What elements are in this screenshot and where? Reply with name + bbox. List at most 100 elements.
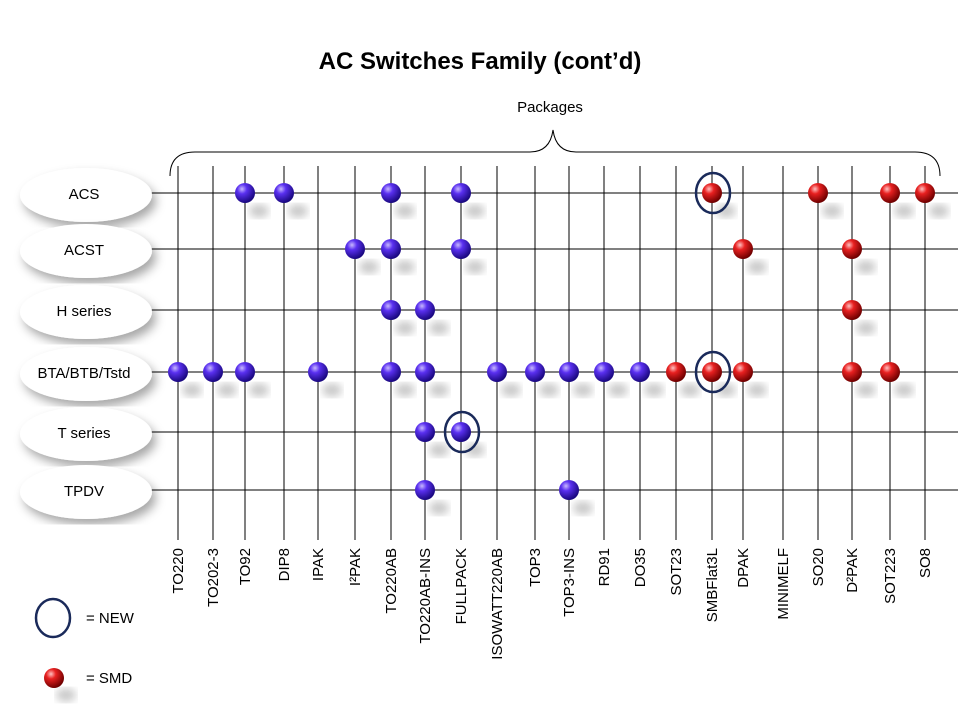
dot-shadow xyxy=(395,204,415,218)
package-label: FULLPACK xyxy=(453,548,470,624)
through-hole-package-dot xyxy=(274,183,294,203)
through-hole-package-dot xyxy=(415,362,435,382)
row-label-text: ACS xyxy=(69,186,100,203)
dot-shadow xyxy=(894,383,914,397)
through-hole-package-dot xyxy=(381,362,401,382)
dot-shadow xyxy=(929,204,949,218)
smd-package-dot xyxy=(842,239,862,259)
through-hole-package-dot xyxy=(630,362,650,382)
package-label: DIP8 xyxy=(276,548,293,581)
dot-shadow xyxy=(359,260,379,274)
row-label-t-series: T series xyxy=(20,407,152,461)
row-label-tpdv: TPDV xyxy=(20,465,152,519)
through-hole-package-dot xyxy=(168,362,188,382)
dot-shadow xyxy=(716,204,736,218)
through-hole-package-dot xyxy=(525,362,545,382)
dot-shadow xyxy=(856,260,876,274)
row-label-h-series: H series xyxy=(20,285,152,339)
dot-shadow xyxy=(249,204,269,218)
dot-shadow xyxy=(747,383,767,397)
slide-title: AC Switches Family (cont’d) xyxy=(318,48,642,75)
new-ring xyxy=(443,410,481,454)
package-label: ISOWATT220AB xyxy=(489,548,506,660)
dot-shadow xyxy=(608,383,628,397)
through-hole-package-dot xyxy=(594,362,614,382)
package-label: SOT23 xyxy=(668,548,685,596)
smd-package-dot xyxy=(733,362,753,382)
through-hole-package-dot xyxy=(415,422,435,442)
package-label: DO35 xyxy=(632,548,649,587)
through-hole-package-dot xyxy=(487,362,507,382)
package-label: SMBFlat3L xyxy=(704,548,721,622)
through-hole-package-dot xyxy=(451,422,471,442)
dot-shadow xyxy=(429,383,449,397)
legend-new-ring-icon xyxy=(34,597,72,639)
smd-package-dot xyxy=(702,183,722,203)
dot-shadow xyxy=(716,383,736,397)
dot-shadow xyxy=(429,501,449,515)
dot-shadow xyxy=(395,383,415,397)
dot-shadow xyxy=(429,443,449,457)
through-hole-package-dot xyxy=(381,239,401,259)
package-label: TO220AB-INS xyxy=(417,548,434,644)
dot-shadow xyxy=(465,443,485,457)
packages-label: Packages xyxy=(517,99,583,116)
dot-shadow xyxy=(395,260,415,274)
row-label-text: BTA/BTB/Tstd xyxy=(37,365,130,382)
package-label: TO220AB xyxy=(383,548,400,614)
package-label: D²PAK xyxy=(844,548,861,593)
row-label-text: TPDV xyxy=(64,483,104,500)
dot-shadow xyxy=(539,383,559,397)
dot-shadow xyxy=(856,321,876,335)
through-hole-package-dot xyxy=(381,300,401,320)
package-label: TOP3 xyxy=(527,548,544,587)
legend-smd-label: = SMD xyxy=(86,670,132,687)
through-hole-package-dot xyxy=(559,480,579,500)
row-label-text: ACST xyxy=(64,242,104,259)
dot-shadow xyxy=(573,501,593,515)
package-label: SO20 xyxy=(810,548,827,586)
smd-package-dot xyxy=(666,362,686,382)
package-label: RD91 xyxy=(596,548,613,586)
through-hole-package-dot xyxy=(235,362,255,382)
packages-brace xyxy=(169,129,941,177)
through-hole-package-dot xyxy=(559,362,579,382)
package-label: TO92 xyxy=(237,548,254,585)
package-label: TO220 xyxy=(170,548,187,594)
dot-shadow xyxy=(747,260,767,274)
package-label: MINIMELF xyxy=(775,548,792,620)
smd-package-dot xyxy=(702,362,722,382)
package-label: SO8 xyxy=(917,548,934,578)
smd-package-dot xyxy=(880,183,900,203)
dot-shadow xyxy=(395,321,415,335)
row-label-text: H series xyxy=(56,303,111,320)
dot-shadow xyxy=(217,383,237,397)
dot-shadow xyxy=(288,204,308,218)
legend-new-label: = NEW xyxy=(86,610,135,627)
package-label: TOP3-INS xyxy=(561,548,578,617)
dot-shadow xyxy=(249,383,269,397)
dot-shadow xyxy=(56,688,76,702)
dot-shadow xyxy=(680,383,700,397)
row-label-bta-btb-tstd: BTA/BTB/Tstd xyxy=(20,347,152,401)
dot-shadow xyxy=(501,383,521,397)
dot-shadow xyxy=(182,383,202,397)
through-hole-package-dot xyxy=(415,480,435,500)
through-hole-package-dot xyxy=(203,362,223,382)
smd-package-dot xyxy=(808,183,828,203)
smd-package-dot xyxy=(880,362,900,382)
new-ring xyxy=(694,171,732,215)
through-hole-package-dot xyxy=(308,362,328,382)
new-ring xyxy=(694,350,732,394)
dot-shadow xyxy=(322,383,342,397)
dot-shadow xyxy=(894,204,914,218)
through-hole-package-dot xyxy=(345,239,365,259)
package-label: SOT223 xyxy=(882,548,899,604)
row-label-acst: ACST xyxy=(20,224,152,278)
through-hole-package-dot xyxy=(451,183,471,203)
dot-shadow xyxy=(644,383,664,397)
package-label: TO202-3 xyxy=(205,548,222,607)
dot-shadow xyxy=(822,204,842,218)
smd-package-dot xyxy=(733,239,753,259)
